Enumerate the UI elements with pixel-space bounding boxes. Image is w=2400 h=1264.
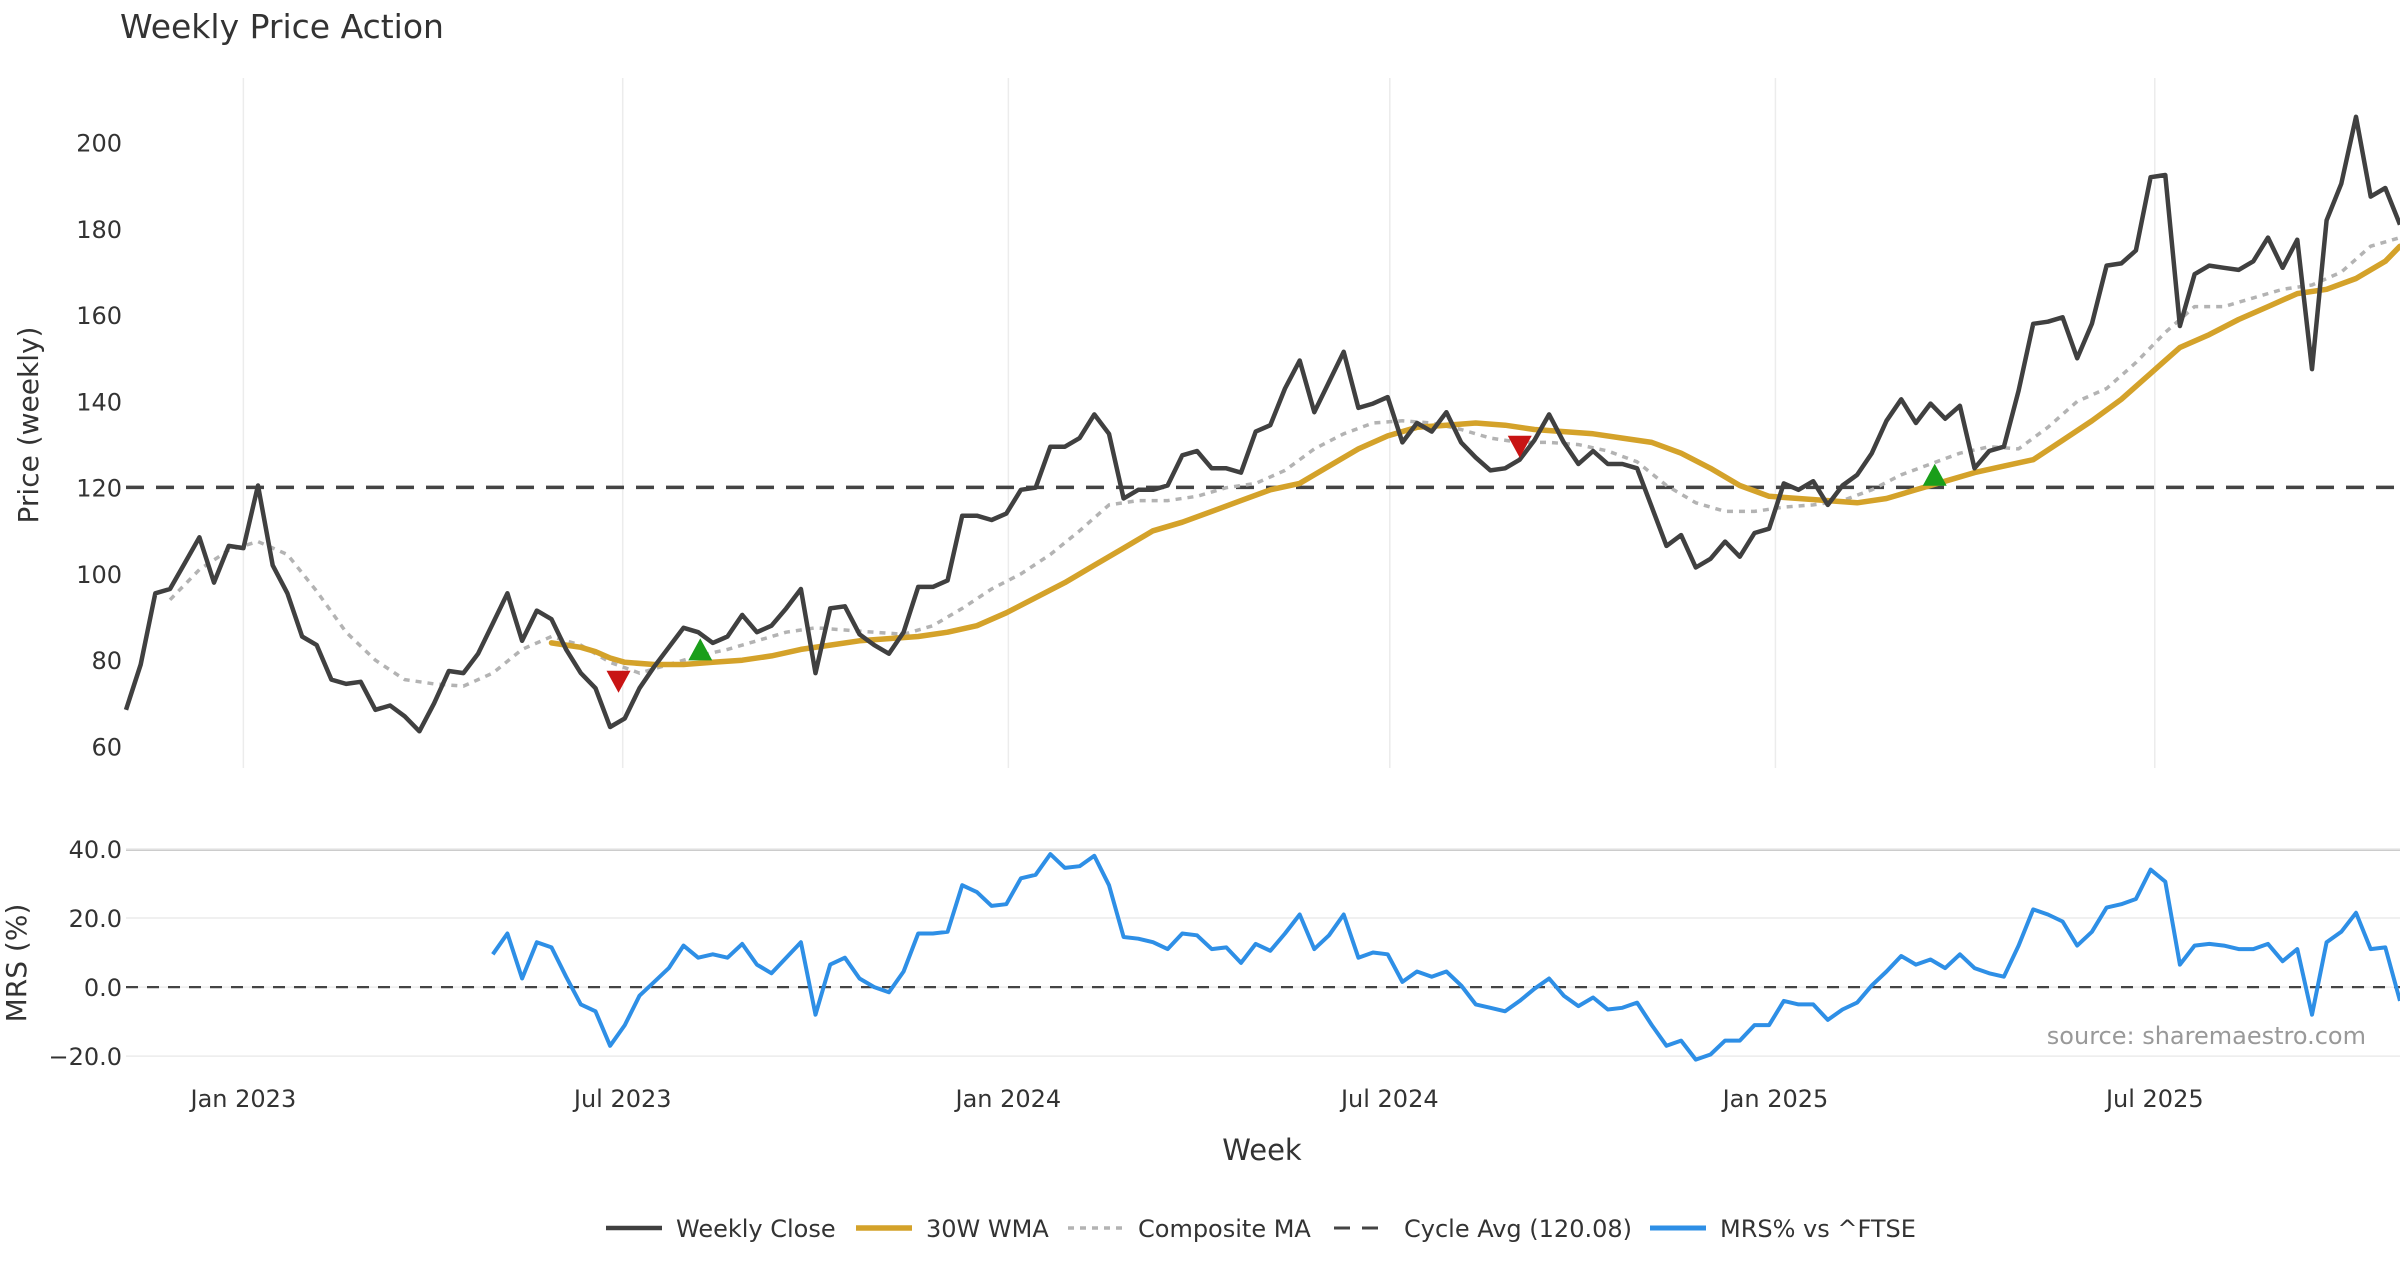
legend-item: 30W WMA [856, 1215, 1049, 1243]
price-y-tick-label: 180 [76, 216, 122, 244]
mrs-y-tick-label: 20.0 [69, 905, 122, 933]
legend-item: Composite MA [1068, 1215, 1311, 1243]
weekly-close-line [126, 117, 2400, 732]
legend-label: Weekly Close [676, 1215, 836, 1243]
price-y-axis-label: Price (weekly) [12, 327, 45, 524]
legend-item: Cycle Avg (120.08) [1334, 1215, 1632, 1243]
price-y-tick-label: 80 [91, 647, 122, 675]
x-tick-label: Jul 2025 [2104, 1085, 2204, 1113]
x-axis-label: Week [1222, 1133, 1302, 1167]
x-tick-label: Jul 2024 [1339, 1085, 1439, 1113]
x-tick-label: Jan 2023 [189, 1085, 297, 1113]
legend-label: MRS% vs ^FTSE [1720, 1215, 1916, 1243]
legend-item: Weekly Close [606, 1215, 836, 1243]
mrs-y-tick-label: 40.0 [69, 836, 122, 864]
chart-title: Weekly Price Action [120, 7, 444, 46]
price-y-tick-label: 140 [76, 388, 122, 416]
mrs-y-tick-label: 0.0 [84, 974, 122, 1002]
legend-label: Composite MA [1138, 1215, 1311, 1243]
x-tick-label: Jan 2024 [954, 1085, 1062, 1113]
price-y-tick-label: 160 [76, 302, 122, 330]
legend-label: Cycle Avg (120.08) [1404, 1215, 1632, 1243]
x-tick-label: Jul 2023 [572, 1085, 672, 1113]
price-y-tick-label: 200 [76, 130, 122, 158]
price-y-tick-label: 100 [76, 561, 122, 589]
price-y-tick-label: 60 [91, 733, 122, 761]
mrs-y-tick-label: −20.0 [48, 1043, 122, 1071]
legend-label: 30W WMA [926, 1215, 1049, 1243]
signal-layer [607, 436, 1947, 693]
composite-ma-line [170, 238, 2400, 686]
sell-signal-marker [607, 671, 631, 693]
x-tick-label: Jan 2025 [1721, 1085, 1829, 1113]
grid-layer [126, 78, 2400, 1056]
price-y-tick-label: 120 [76, 475, 122, 503]
mrs-y-axis-label: MRS (%) [0, 904, 33, 1023]
source-note: source: sharemaestro.com [2047, 1022, 2366, 1050]
legend: Weekly Close 30W WMA Composite MA Cycle Avg… [606, 1215, 1916, 1243]
axis-layer: Jan 2023 Jul 2023 Jan 2024 Jul 2024 Jan 2025… [48, 130, 2203, 1113]
legend-item: MRS% vs ^FTSE [1650, 1215, 1916, 1243]
reference-lines [126, 487, 2400, 987]
